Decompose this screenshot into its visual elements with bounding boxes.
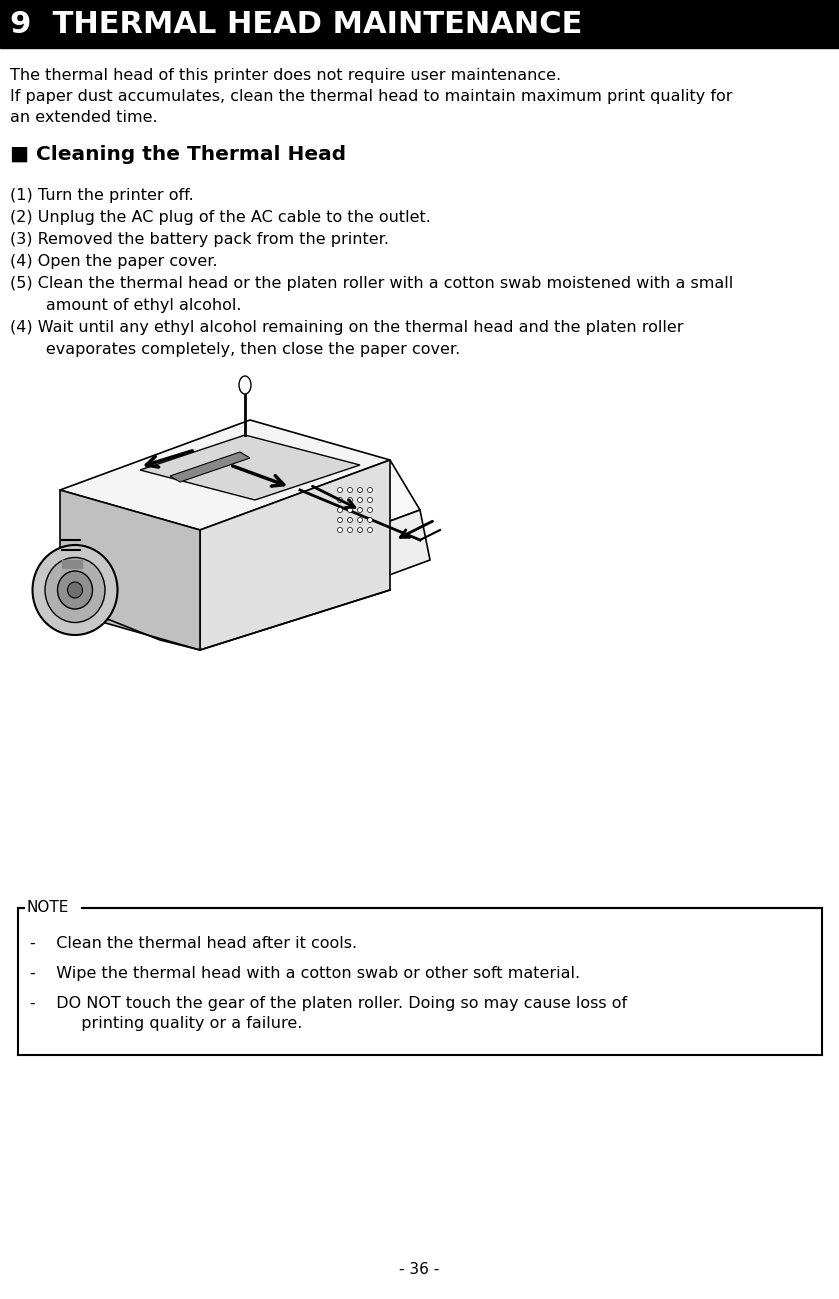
Circle shape: [367, 517, 373, 522]
Text: an extended time.: an extended time.: [10, 110, 158, 125]
Circle shape: [337, 498, 342, 503]
Polygon shape: [60, 490, 200, 650]
Circle shape: [337, 517, 342, 522]
Polygon shape: [140, 435, 360, 500]
Polygon shape: [200, 460, 420, 579]
Circle shape: [367, 498, 373, 503]
Circle shape: [357, 487, 362, 492]
Circle shape: [347, 498, 352, 503]
Text: (4) Wait until any ethyl alcohol remaining on the thermal head and the platen ro: (4) Wait until any ethyl alcohol remaini…: [10, 320, 684, 335]
Circle shape: [357, 527, 362, 533]
Circle shape: [357, 517, 362, 522]
Bar: [62, 560, 82, 568]
Ellipse shape: [33, 546, 117, 635]
Ellipse shape: [58, 572, 92, 609]
Text: -    Wipe the thermal head with a cotton swab or other soft material.: - Wipe the thermal head with a cotton sw…: [30, 966, 580, 981]
Text: ■ Cleaning the Thermal Head: ■ Cleaning the Thermal Head: [10, 145, 347, 164]
Text: NOTE: NOTE: [26, 900, 68, 916]
Circle shape: [347, 508, 352, 513]
Ellipse shape: [239, 375, 251, 394]
Text: The thermal head of this printer does not require user maintenance.: The thermal head of this printer does no…: [10, 68, 561, 83]
Bar: [0, 0, 839, 48]
Text: - 36 -: - 36 -: [399, 1263, 440, 1277]
Circle shape: [367, 487, 373, 492]
Polygon shape: [170, 452, 250, 482]
Circle shape: [337, 487, 342, 492]
Ellipse shape: [67, 582, 82, 598]
Polygon shape: [200, 460, 390, 650]
Text: (4) Open the paper cover.: (4) Open the paper cover.: [10, 255, 217, 269]
Circle shape: [357, 508, 362, 513]
Text: (2) Unplug the AC plug of the AC cable to the outlet.: (2) Unplug the AC plug of the AC cable t…: [10, 210, 431, 225]
Text: (5) Clean the thermal head or the platen roller with a cotton swab moistened wit: (5) Clean the thermal head or the platen…: [10, 275, 733, 291]
Circle shape: [337, 508, 342, 513]
Circle shape: [347, 487, 352, 492]
Circle shape: [367, 527, 373, 533]
Circle shape: [357, 498, 362, 503]
Bar: [62, 570, 82, 578]
Text: (1) Turn the printer off.: (1) Turn the printer off.: [10, 188, 194, 203]
Text: evaporates completely, then close the paper cover.: evaporates completely, then close the pa…: [10, 342, 461, 357]
Text: (3) Removed the battery pack from the printer.: (3) Removed the battery pack from the pr…: [10, 233, 389, 247]
Text: 9  THERMAL HEAD MAINTENANCE: 9 THERMAL HEAD MAINTENANCE: [10, 9, 582, 39]
Text: -    DO NOT touch the gear of the platen roller. Doing so may cause loss of: - DO NOT touch the gear of the platen ro…: [30, 996, 627, 1011]
Circle shape: [347, 517, 352, 522]
Polygon shape: [60, 420, 390, 530]
Circle shape: [367, 508, 373, 513]
Polygon shape: [230, 511, 430, 630]
Text: amount of ethyl alcohol.: amount of ethyl alcohol.: [10, 297, 242, 313]
Circle shape: [347, 527, 352, 533]
Text: -    Clean the thermal head after it cools.: - Clean the thermal head after it cools.: [30, 937, 357, 951]
Ellipse shape: [45, 557, 105, 622]
Text: printing quality or a failure.: printing quality or a failure.: [30, 1016, 302, 1031]
Text: If paper dust accumulates, clean the thermal head to maintain maximum print qual: If paper dust accumulates, clean the the…: [10, 90, 732, 104]
Circle shape: [337, 527, 342, 533]
